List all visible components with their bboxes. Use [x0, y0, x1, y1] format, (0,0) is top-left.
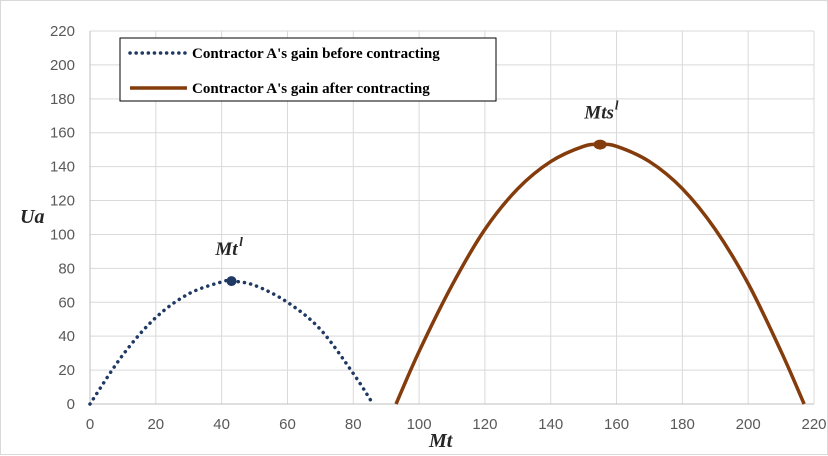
peak-annotation-sup-1: l — [239, 234, 243, 249]
peak-annotation-sup-2: l — [615, 98, 619, 113]
series-line-1 — [88, 278, 375, 406]
x-tick-label: 220 — [801, 416, 826, 433]
legend: Contractor A's gain before contracting C… — [119, 37, 497, 102]
x-tick-label: 120 — [472, 416, 497, 433]
y-tick-label: 100 — [50, 226, 75, 243]
x-tick-label: 160 — [604, 416, 629, 433]
peak-annotation-1: Mt — [214, 239, 238, 260]
x-axis-title: Mt — [428, 430, 454, 452]
legend-box — [119, 37, 497, 102]
y-axis-title: Ua — [20, 206, 44, 228]
axes: 0 20 40 60 80 100 120 140 160 180 200 220 0 20 40 60 80 1… — [50, 23, 827, 433]
peak-marker-after — [593, 139, 607, 150]
legend-label-after: Contractor A's gain after contracting — [192, 81, 430, 97]
x-tick-label: 200 — [736, 416, 761, 433]
x-tick-label: 60 — [279, 416, 296, 433]
legend-label-before: Contractor A's gain before contracting — [192, 46, 440, 62]
x-tick-label: 140 — [538, 416, 563, 433]
y-tick-label: 220 — [50, 23, 75, 40]
x-tick-label: 20 — [147, 416, 164, 433]
x-tick-label: 180 — [670, 416, 695, 433]
x-tick-label: 80 — [345, 416, 362, 433]
x-tick-label: 40 — [213, 416, 230, 433]
peak-annotation-2: Mts — [583, 103, 614, 124]
y-tick-label: 60 — [58, 294, 75, 311]
y-tick-label: 0 — [67, 396, 75, 413]
series-line-2 — [394, 142, 806, 405]
point-markers — [226, 139, 607, 287]
peak-marker-before — [226, 276, 237, 287]
y-tick-label: 40 — [58, 328, 75, 345]
y-tick-label: 180 — [50, 91, 75, 108]
x-tick-label: 0 — [86, 416, 94, 433]
y-tick-label: 20 — [58, 362, 75, 379]
series-lines — [88, 142, 806, 406]
y-tick-label: 140 — [50, 159, 75, 176]
y-tick-label: 200 — [50, 57, 75, 74]
y-tick-label: 80 — [58, 260, 75, 277]
x-tick-label: 100 — [407, 416, 432, 433]
y-tick-label: 120 — [50, 193, 75, 210]
y-tick-label: 160 — [50, 125, 75, 142]
